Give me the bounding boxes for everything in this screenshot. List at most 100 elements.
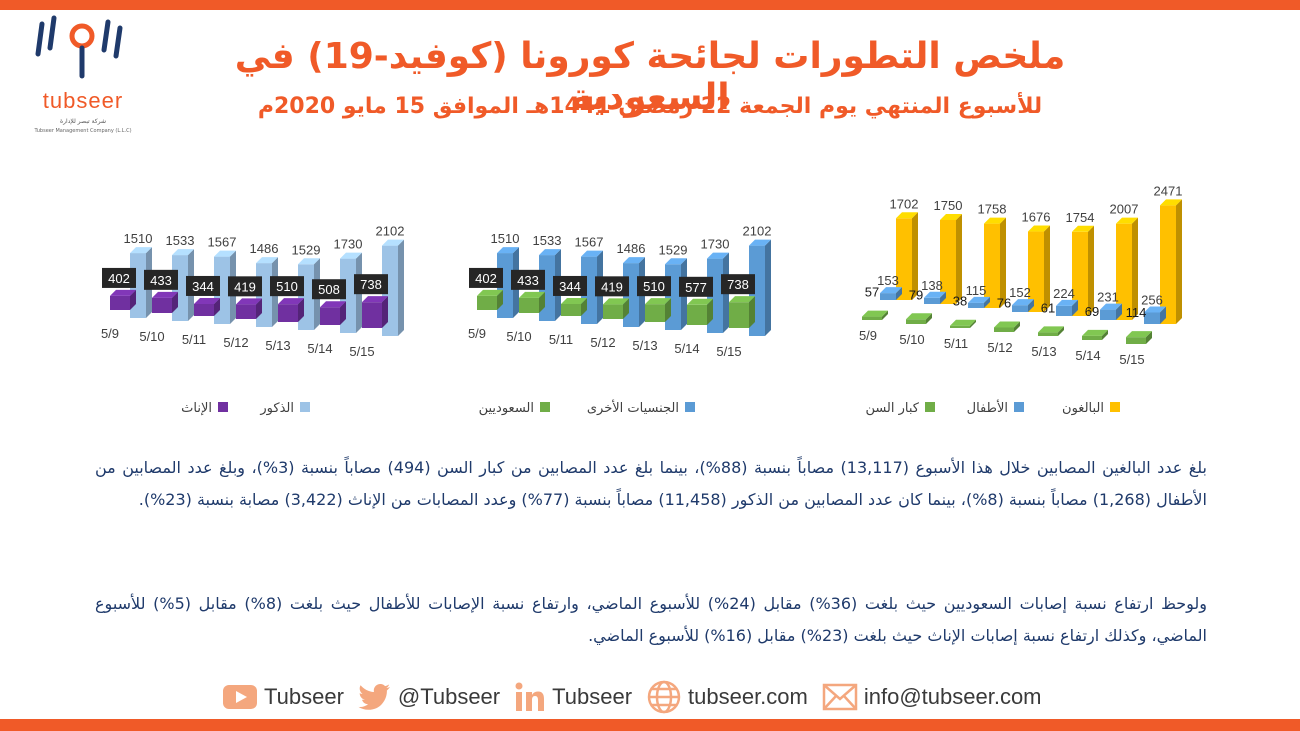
category-label: 5/12 [223, 335, 248, 350]
data-label: 1486 [250, 241, 279, 256]
envelope-icon [822, 683, 858, 711]
bar-كبار السن-5/13 [1038, 326, 1064, 336]
data-label-box [553, 275, 587, 296]
bar-البالغون-5/11 [984, 217, 1006, 308]
data-label-box [595, 276, 629, 297]
data-label: 577 [685, 280, 707, 295]
category-label: 5/12 [590, 335, 615, 350]
logo-mark-icon [35, 15, 123, 79]
category-label: 5/14 [1075, 348, 1100, 363]
category-label: 5/15 [1119, 352, 1144, 367]
chart-nationality: 1510 1533 1567 1486 1529 1730 2102 402 433 344 419… [468, 224, 772, 416]
bar-الأطفال-5/11 [968, 296, 990, 308]
data-label: 256 [1141, 292, 1163, 307]
data-label-box [637, 276, 671, 297]
legend-label: الإناث [181, 401, 212, 416]
data-label: 1529 [292, 242, 321, 257]
bar-الأطفال-5/13 [1056, 299, 1078, 316]
bar-الإناث-5/11 [194, 297, 220, 316]
category-label: 5/9 [468, 326, 486, 341]
linkedin-link[interactable]: Tubseer [514, 681, 632, 713]
twitter-icon [358, 683, 392, 711]
bar-الأطفال-5/9 [880, 287, 902, 300]
data-label: 2471 [1154, 183, 1183, 198]
website-link[interactable]: tubseer.com [646, 679, 808, 715]
data-label: 224 [1053, 286, 1075, 301]
data-label: 1754 [1066, 210, 1095, 225]
data-label: 38 [953, 294, 967, 309]
category-label: 5/13 [632, 338, 657, 353]
category-label: 5/11 [549, 332, 573, 347]
legend-swatch [218, 402, 228, 412]
category-label: 5/10 [506, 329, 531, 344]
linkedin-icon [514, 681, 546, 713]
bar-الإناث-5/13 [278, 298, 304, 322]
data-label: 57 [865, 285, 879, 300]
data-label: 1567 [575, 235, 604, 250]
bar-البالغون-5/13 [1072, 225, 1094, 316]
tubseer-logo: tubseer شركة تبصر للإدارة Tubseer Manage… [28, 14, 138, 146]
page-subtitle: للأسبوع المنتهي يوم الجمعة 22 رمضان 1441… [257, 94, 1043, 119]
data-label-box [228, 276, 262, 297]
data-label: 433 [517, 273, 539, 288]
bar-السعوديين-5/13 [645, 298, 671, 322]
category-label: 5/14 [307, 341, 332, 356]
data-label: 153 [877, 273, 899, 288]
summary-paragraph-2: ولوحظ ارتفاع نسبة إصابات السعوديين حيث ب… [95, 594, 1208, 645]
data-label: 152 [1009, 285, 1031, 300]
legend-label: السعوديين [479, 401, 534, 416]
logo-subtitle-en: Tubseer Management Company (L.L.C) [34, 128, 132, 134]
category-label: 5/15 [349, 344, 374, 359]
category-label: 5/15 [716, 344, 741, 359]
top-accent-bar [0, 0, 1300, 10]
chart-gender: 1510 1533 1567 1486 1529 1730 2102 402 433 344 419… [101, 224, 405, 416]
data-label-box [102, 267, 136, 288]
twitter-handle: @Tubseer [397, 684, 501, 709]
data-label: 61 [1041, 300, 1055, 315]
data-label: 2007 [1110, 202, 1139, 217]
legend-item: البالغون [1062, 401, 1120, 416]
legend-label: كبار السن [865, 401, 919, 416]
data-label: 1529 [659, 242, 688, 257]
data-label: 419 [234, 279, 256, 294]
twitter-link[interactable]: @Tubseer [358, 683, 500, 711]
category-label: 5/14 [674, 341, 699, 356]
bar-البالغون-5/12 [1028, 225, 1050, 312]
category-label: 5/11 [182, 332, 206, 347]
legend-item: الإناث [181, 401, 228, 416]
bar-كبار السن-5/12 [994, 321, 1020, 332]
summary-paragraph-1: بلغ عدد البالغين المصابين خلال هذا الأسب… [95, 458, 1207, 509]
data-label-box [469, 267, 503, 288]
legend-item: السعوديين [479, 401, 550, 416]
data-label: 76 [997, 295, 1011, 310]
bottom-accent-bar [0, 719, 1300, 731]
bar-كبار السن-5/15 [1126, 331, 1152, 344]
legend-label: البالغون [1062, 401, 1104, 416]
legend-label: الأطفال [967, 399, 1008, 416]
category-label: 5/13 [1031, 344, 1056, 359]
bar-السعوديين-5/15 [729, 296, 755, 328]
category-label: 5/12 [987, 340, 1012, 355]
legend-swatch [925, 402, 935, 412]
legend-item: كبار السن [865, 401, 935, 416]
bar-السعوديين-5/14 [687, 298, 713, 325]
bar-البالغون-5/14 [1116, 217, 1138, 320]
email-address: info@tubseer.com [863, 684, 1042, 709]
data-label: 419 [601, 279, 623, 294]
legend-label: الذكور [259, 401, 294, 416]
data-label: 2102 [743, 224, 772, 239]
bar-الأطفال-5/12 [1012, 299, 1034, 312]
data-label-box [186, 275, 220, 296]
data-label: 510 [643, 279, 665, 294]
data-label: 231 [1097, 290, 1119, 305]
data-label: 2102 [376, 224, 405, 239]
legend-item: الأطفال [967, 399, 1024, 416]
youtube-link[interactable]: Tubseer [222, 684, 344, 710]
email-link[interactable]: info@tubseer.com [822, 683, 1042, 711]
category-label: 5/13 [265, 338, 290, 353]
legend-swatch [1014, 402, 1024, 412]
youtube-icon [222, 684, 258, 710]
data-label: 344 [559, 279, 581, 294]
data-label: 1510 [124, 231, 153, 246]
bar-كبار السن-5/10 [906, 313, 932, 324]
